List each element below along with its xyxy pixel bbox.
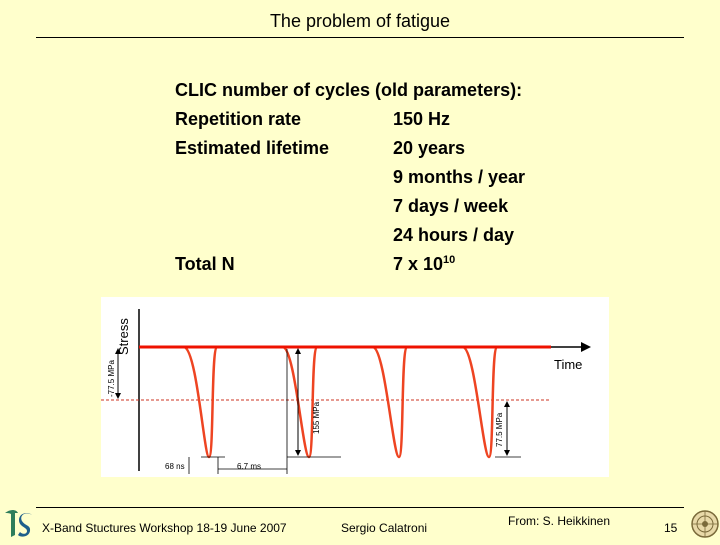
stress-diagram-svg: -77.5 MPa 155 MPa 77.5 MPa 68 ns 6.7 ms … bbox=[101, 309, 591, 474]
row-value-repetition: 150 Hz bbox=[393, 109, 451, 129]
left-arrow-down-icon bbox=[115, 393, 121, 399]
total-value-base: 7 x 10 bbox=[393, 254, 444, 274]
left-stress-label: -77.5 MPa bbox=[107, 360, 116, 397]
right-stress-label: 77.5 MPa bbox=[495, 412, 504, 447]
footer-source: From: S. Heikkinen bbox=[508, 514, 611, 528]
slide-title: The problem of fatigue bbox=[269, 11, 451, 31]
row-value-lifetime: 20 years bbox=[393, 138, 466, 158]
right-arrow-up-icon bbox=[504, 401, 510, 407]
mid-arrow-up-icon bbox=[295, 348, 301, 354]
title-divider bbox=[36, 37, 684, 38]
footer-author: Sergio Calatroni bbox=[341, 521, 428, 535]
row-value-months: 9 months / year bbox=[393, 167, 526, 187]
stress-waveform bbox=[139, 345, 551, 459]
row-label-repetition: Repetition rate bbox=[175, 109, 302, 129]
row-value-days: 7 days / week bbox=[393, 196, 509, 216]
y-axis-label: Stress bbox=[116, 318, 131, 355]
pulse-width-label: 68 ns bbox=[165, 462, 185, 471]
total-value: 7 x 1010 bbox=[393, 254, 455, 275]
left-arrow-up-icon bbox=[115, 348, 121, 354]
x-axis-arrow-icon bbox=[581, 342, 591, 352]
ts-logo-icon bbox=[2, 507, 34, 540]
footer-event: X-Band Stuctures Workshop 18-19 June 200… bbox=[42, 521, 287, 535]
mid-stress-label: 155 MPa bbox=[312, 401, 321, 434]
content-heading: CLIC number of cycles (old parameters): bbox=[175, 80, 523, 100]
period-label: 6.7 ms bbox=[237, 462, 261, 471]
row-value-hours: 24 hours / day bbox=[393, 225, 515, 245]
total-value-exponent: 10 bbox=[443, 254, 456, 266]
x-axis-label: Time bbox=[554, 357, 582, 372]
mid-arrow-down-icon bbox=[295, 450, 301, 456]
total-label: Total N bbox=[175, 254, 235, 274]
stress-diagram: -77.5 MPa 155 MPa 77.5 MPa 68 ns 6.7 ms … bbox=[101, 297, 609, 477]
row-label-lifetime: Estimated lifetime bbox=[175, 138, 330, 158]
page-number: 15 bbox=[664, 521, 678, 535]
footer-divider bbox=[36, 507, 684, 508]
right-arrow-down-icon bbox=[504, 450, 510, 456]
crest-logo-icon bbox=[690, 508, 720, 540]
